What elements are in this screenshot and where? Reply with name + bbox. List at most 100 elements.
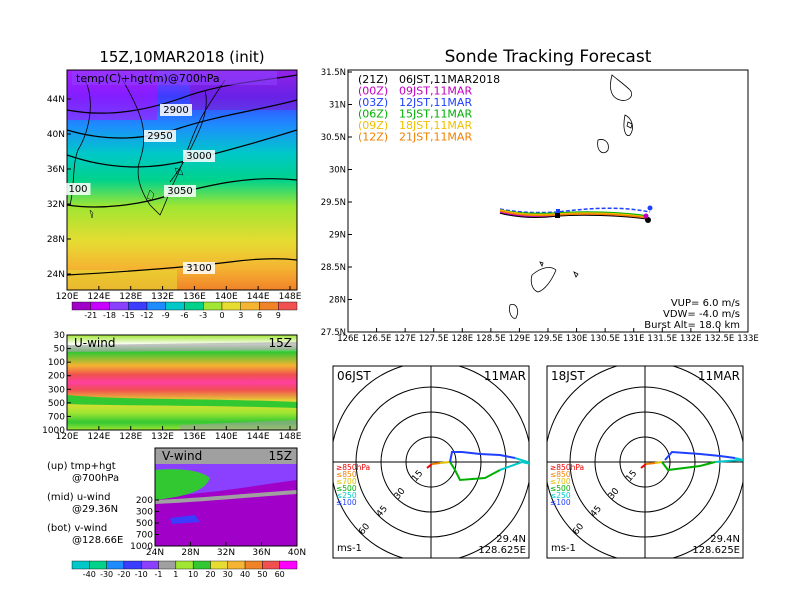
track-y-tick-label: 27.5N (321, 328, 346, 338)
colorbar-label: -20 (117, 570, 130, 579)
colorbar-swatch (141, 560, 159, 570)
level-label: ≤700 (550, 477, 571, 486)
colorbar-label: 1 (173, 570, 178, 579)
track-x-tick-label: 127.5E (419, 334, 449, 344)
map-contour-labels: 2900 2950 3000 3050 100 3100 (65, 104, 215, 274)
track-info-vdw: VDW= -4.0 m/s (663, 309, 740, 320)
v-y-tick-label: 200 (136, 496, 153, 506)
hodograph-left-levels: ≥850hPa≤850≤700≤500≤250≤100 (336, 463, 370, 507)
map-y-axis: 44N 40N 36N 32N 28N 24N (47, 95, 71, 280)
hodograph-left-unit: ms-1 (337, 543, 362, 554)
track-legend: (21Z) 06JST,11MAR2018 (00Z) 09JST,11MAR (03Z… (358, 73, 500, 144)
colorbar-swatch (259, 301, 279, 311)
hodograph-left-time: 06JST (337, 369, 371, 383)
v-y-tick-label: 500 (136, 519, 153, 529)
map-y-tick-label: 36N (47, 165, 65, 175)
u-x-tick-label: 128E (119, 432, 142, 442)
v-y-tick-label: 300 (136, 508, 153, 518)
map-x-tick-label: 128E (119, 292, 142, 302)
track-x-tick-label: 128.5E (476, 334, 506, 344)
track-panel: Sonde Tracking Forecast 31.5N 31N 30.5N 30N… (321, 47, 759, 344)
contour-label-bg (144, 130, 176, 142)
track-x-tick-label: 131.5E (647, 334, 677, 344)
track-y-tick-label: 28N (329, 296, 346, 306)
contour-label: 3050 (167, 186, 192, 197)
track-title: Sonde Tracking Forecast (445, 47, 652, 67)
u-x-tick-label: 144E (247, 432, 270, 442)
track-x-tick-label: 133E (737, 334, 759, 344)
legend-code: (12Z) (358, 131, 388, 144)
contour-label-bg (164, 185, 196, 197)
u-y-tick-label: 700 (48, 412, 65, 422)
colorbar-label: -40 (83, 570, 96, 579)
colorbar-swatch (165, 301, 185, 311)
colorbar-label: -15 (122, 311, 135, 320)
track-x-tick-label: 131E (623, 334, 645, 344)
map-y-tick-label: 44N (47, 95, 65, 105)
colorbar-swatch (221, 301, 241, 311)
map-y-tick-label: 24N (47, 270, 65, 280)
colorbar-swatch (279, 560, 298, 570)
track-x-tick-label: 129E (509, 334, 531, 344)
colorbar-swatch (109, 301, 129, 311)
track-x-tick-label: 130.5E (590, 334, 620, 344)
colorbar-swatch (210, 560, 228, 570)
desc-up-1: (up) tmp+hgt (47, 461, 116, 472)
colorbar-label: -30 (100, 570, 113, 579)
legend-code: (06Z) (358, 108, 388, 121)
colorbar-swatch (90, 301, 110, 311)
colorbar-swatch (192, 560, 211, 570)
hodograph-right-date: 11MAR (698, 369, 740, 383)
v-x-tick-label: 40N (288, 548, 306, 558)
level-label: ≤100 (336, 498, 357, 507)
colorbar-swatch (227, 560, 246, 570)
colorbar-label: -21 (84, 311, 97, 320)
track-info-vup: VUP= 6.0 m/s (671, 298, 740, 309)
hodograph-left-rings (333, 366, 529, 558)
u-wind-y-axis: 30 50 100 200 300 500 700 1000 (42, 331, 71, 436)
track-03z (499, 207, 651, 214)
hodograph-left-lat: 29.4N (496, 534, 526, 545)
legend-text: 18JST,11MAR (399, 119, 472, 132)
track-frame (347, 69, 749, 333)
u-y-tick-label: 30 (54, 331, 66, 341)
u-x-tick-label: 132E (151, 432, 174, 442)
map-x-tick-label: 132E (151, 292, 174, 302)
map-x-tick-label: 140E (215, 292, 238, 302)
contour-label-bg (183, 262, 215, 274)
legend-code: (00Z) (358, 85, 388, 98)
track-y-tick-label: 28.5N (321, 263, 346, 273)
colorbar-label: -1 (155, 570, 163, 579)
track-y-tick-label: 29.5N (321, 198, 346, 208)
v-wind-x-axis: 24N 28N 32N 36N 40N (146, 542, 306, 558)
desc-bot-2: @128.66E (72, 535, 123, 546)
track-endpoints (555, 205, 653, 223)
hodograph-right-lon: 128.625E (692, 545, 740, 556)
u-y-tick-label: 1000 (42, 426, 65, 436)
legend-text: 09JST,11MAR (399, 85, 472, 98)
track-y-tick-label: 30.5N (321, 133, 346, 143)
v-x-tick-label: 36N (252, 548, 270, 558)
map-title: 15Z,10MAR2018 (init) (99, 48, 264, 66)
contour-label-bg (65, 183, 91, 195)
track-y-tick-label: 31.5N (321, 68, 346, 78)
v-y-tick-label: 1000 (130, 542, 153, 552)
track-info-burst: Burst Alt= 18.0 km (644, 320, 740, 331)
level-label: ≤250 (550, 491, 571, 500)
v-x-tick-label: 32N (217, 548, 235, 558)
colorbar-label: -18 (103, 311, 116, 320)
u-x-tick-label: 120E (56, 432, 79, 442)
desc-up-2: @700hPa (72, 473, 119, 484)
u-wind-time: 15Z (269, 336, 293, 350)
colorbar-swatch (89, 560, 107, 570)
level-label: ≤700 (336, 477, 357, 486)
legend-code: (21Z) (358, 73, 388, 86)
desc-bot-1: (bot) v-wind (47, 523, 107, 534)
colorbar-label: 9 (276, 311, 281, 320)
desc-mid-1: (mid) u-wind (47, 492, 110, 503)
contour-label: 100 (68, 184, 87, 195)
hodograph-right-unit: ms-1 (551, 543, 576, 554)
level-label: ≤250 (336, 491, 357, 500)
